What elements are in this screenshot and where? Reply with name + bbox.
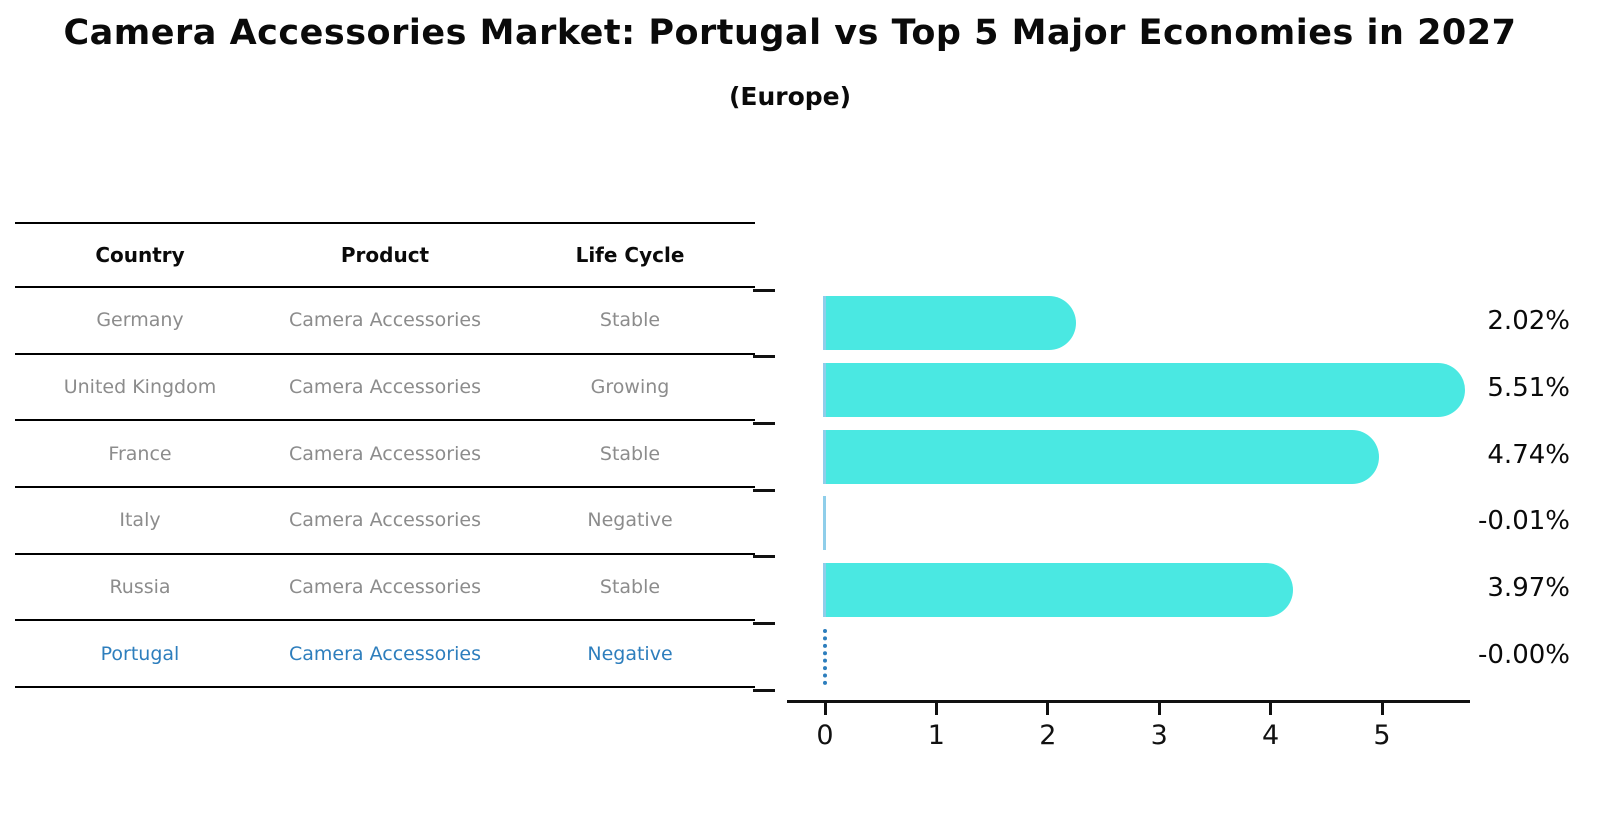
- x-axis-tick-label: 0: [816, 720, 834, 751]
- cell-country: Italy: [119, 509, 161, 532]
- cell-country: United Kingdom: [63, 376, 217, 399]
- x-axis-tick-label: 2: [1039, 720, 1057, 751]
- x-axis-tick: [823, 703, 827, 715]
- y-axis-tick: [753, 488, 775, 492]
- page-subtitle: (Europe): [728, 82, 852, 111]
- column-header-product: Product: [340, 243, 430, 267]
- y-axis-tick: [753, 555, 775, 559]
- cell-product: Camera Accessories: [289, 442, 481, 465]
- x-axis-tick-label: 5: [1373, 720, 1391, 751]
- cell-life-cycle: Stable: [599, 309, 661, 332]
- page-title: Camera Accessories Market: Portugal vs T…: [63, 13, 1517, 53]
- bar-portugal-zero-marker: [823, 628, 827, 685]
- cell-product: Camera Accessories: [289, 376, 481, 399]
- cell-country: Germany: [96, 309, 184, 332]
- cell-life-cycle: Growing: [590, 376, 670, 399]
- bar-value-label: 4.74%: [1487, 439, 1570, 470]
- y-axis-tick: [753, 688, 775, 692]
- bar-value-label: 2.02%: [1487, 306, 1570, 337]
- cell-product: Camera Accessories: [289, 576, 481, 599]
- table-row: Portugal Camera Accessories Negative: [15, 621, 755, 689]
- cell-product: Camera Accessories: [289, 509, 481, 532]
- bar-near-zero-marker: [823, 496, 826, 551]
- x-axis-tick-label: 1: [927, 720, 945, 751]
- cell-country: France: [108, 442, 172, 465]
- x-axis-tick: [1269, 703, 1273, 715]
- y-axis-tick: [753, 288, 775, 292]
- bar-france: [823, 429, 1380, 484]
- x-axis-tick: [1157, 703, 1161, 715]
- table-body: Germany Camera Accessories Stable United Ki…: [15, 288, 755, 689]
- cell-life-cycle: Stable: [599, 576, 661, 599]
- table-row: Italy Camera Accessories Negative: [15, 488, 755, 555]
- table-row: Germany Camera Accessories Stable: [15, 288, 755, 355]
- bar-russia: [823, 563, 1294, 618]
- x-axis-tick: [934, 703, 938, 715]
- column-header-country: Country: [95, 243, 185, 267]
- cell-product: Camera Accessories: [289, 642, 481, 665]
- y-axis-tick: [753, 355, 775, 359]
- table-row: United Kingdom Camera Accessories Growing: [15, 355, 755, 422]
- cell-life-cycle: Stable: [599, 442, 661, 465]
- country-table: Country Product Life Cycle Germany Camera…: [15, 222, 755, 689]
- column-header-life-cycle: Life Cycle: [575, 243, 685, 267]
- cell-life-cycle: Negative: [587, 509, 673, 532]
- x-axis-tick: [1380, 703, 1384, 715]
- cell-country: Russia: [109, 576, 171, 599]
- table-row: Russia Camera Accessories Stable: [15, 555, 755, 622]
- bar-value-label: 5.51%: [1487, 373, 1570, 404]
- cell-life-cycle: Negative: [587, 642, 673, 665]
- y-axis-tick: [753, 622, 775, 625]
- cell-product: Camera Accessories: [289, 309, 481, 332]
- bar-united-kingdom: [823, 363, 1465, 418]
- y-axis-tick: [753, 421, 775, 425]
- x-axis-tick-label: 4: [1262, 720, 1280, 751]
- table-row: France Camera Accessories Stable: [15, 421, 755, 489]
- x-axis-tick: [1046, 703, 1050, 715]
- cell-country: Portugal: [100, 642, 180, 665]
- x-axis-tick-label: 3: [1150, 720, 1168, 751]
- bar-value-label: 3.97%: [1487, 573, 1570, 604]
- x-axis-line: [787, 700, 1470, 703]
- bar-germany: [823, 296, 1077, 351]
- bar-value-label: -0.00%: [1478, 639, 1570, 670]
- bar-value-label: -0.01%: [1478, 506, 1570, 537]
- table-header-row: Country Product Life Cycle: [15, 222, 755, 288]
